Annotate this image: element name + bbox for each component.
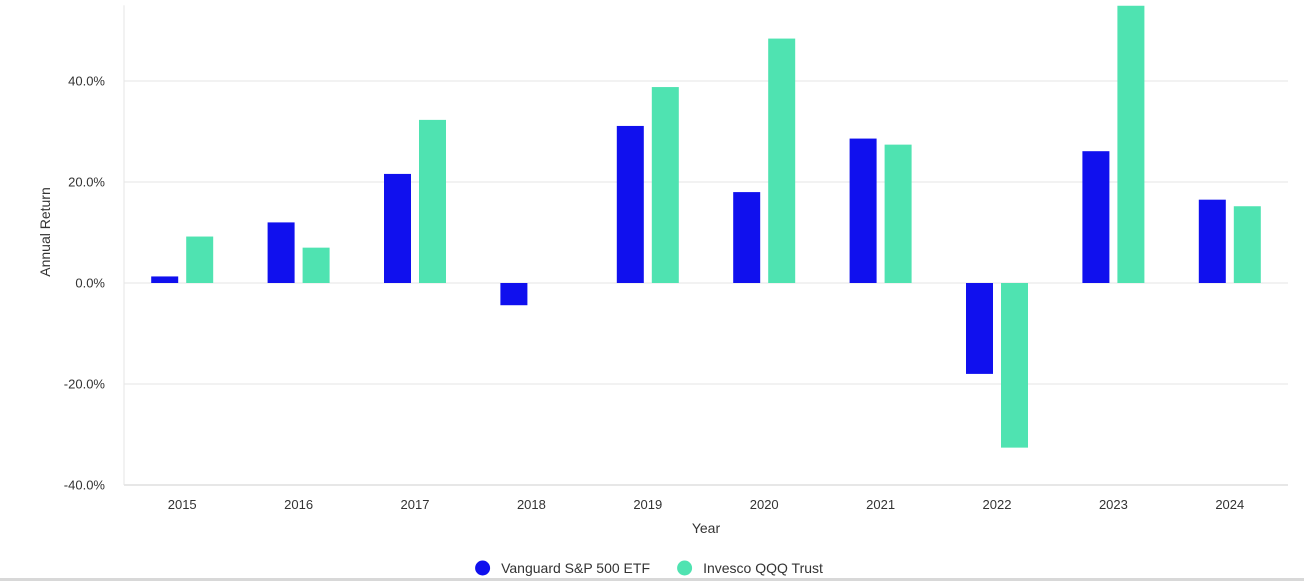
x-tick-label: 2024 [1215, 497, 1244, 512]
x-tick-label: 2019 [633, 497, 662, 512]
legend-label: Vanguard S&P 500 ETF [501, 560, 650, 576]
bar-invesco-qqq-2022 [1001, 283, 1028, 448]
x-tick-label: 2016 [284, 497, 313, 512]
legend-swatch [475, 560, 491, 576]
x-tick-label: 2015 [168, 497, 197, 512]
x-tick-label: 2018 [517, 497, 546, 512]
legend-label: Invesco QQQ Trust [703, 560, 823, 576]
y-tick-label: 0.0% [75, 276, 105, 291]
bar-vanguard-sp500-2022 [966, 283, 993, 374]
x-axis-title: Year [692, 520, 721, 536]
bar-vanguard-sp500-2023 [1082, 151, 1110, 283]
bar-vanguard-sp500-2017 [384, 173, 411, 283]
bar-vanguard-sp500-2021 [849, 138, 877, 283]
bar-vanguard-sp500-2015 [151, 276, 179, 283]
bar-invesco-qqq-2016 [302, 247, 330, 283]
y-tick-label: -40.0% [64, 478, 106, 493]
bar-invesco-qqq-2024 [1233, 206, 1261, 283]
y-tick-label: 40.0% [68, 74, 105, 89]
x-tick-label: 2020 [750, 497, 779, 512]
grid-lines [124, 80, 1288, 486]
bar-invesco-qqq-2020 [768, 38, 796, 283]
bar-vanguard-sp500-2020 [733, 192, 761, 283]
bars [151, 5, 1261, 448]
bar-vanguard-sp500-2019 [616, 125, 644, 283]
x-tick-label: 2022 [983, 497, 1012, 512]
bar-vanguard-sp500-2016 [267, 222, 295, 283]
legend-swatch [677, 560, 693, 576]
y-axis-title: Annual Return [37, 187, 53, 277]
bar-vanguard-sp500-2018 [500, 283, 528, 306]
y-tick-label: -20.0% [64, 377, 106, 392]
bar-invesco-qqq-2023 [1117, 5, 1145, 283]
bar-vanguard-sp500-2024 [1198, 199, 1226, 283]
bottom-divider [0, 578, 1304, 581]
y-tick-label: 20.0% [68, 175, 105, 190]
axes: -40.0% -20.0% 0.0% 20.0% 40.0% 2015 2016 2017 20… [64, 5, 1244, 512]
bar-invesco-qqq-2019 [651, 87, 679, 283]
bar-invesco-qqq-2015 [186, 236, 214, 283]
x-tick-label: 2021 [866, 497, 895, 512]
bar-invesco-qqq-2021 [884, 144, 912, 283]
x-tick-label: 2017 [401, 497, 430, 512]
bar-invesco-qqq-2017 [419, 119, 446, 283]
legend: Vanguard S&P 500 ETF Invesco QQQ Trust [475, 560, 823, 576]
x-tick-label: 2023 [1099, 497, 1128, 512]
